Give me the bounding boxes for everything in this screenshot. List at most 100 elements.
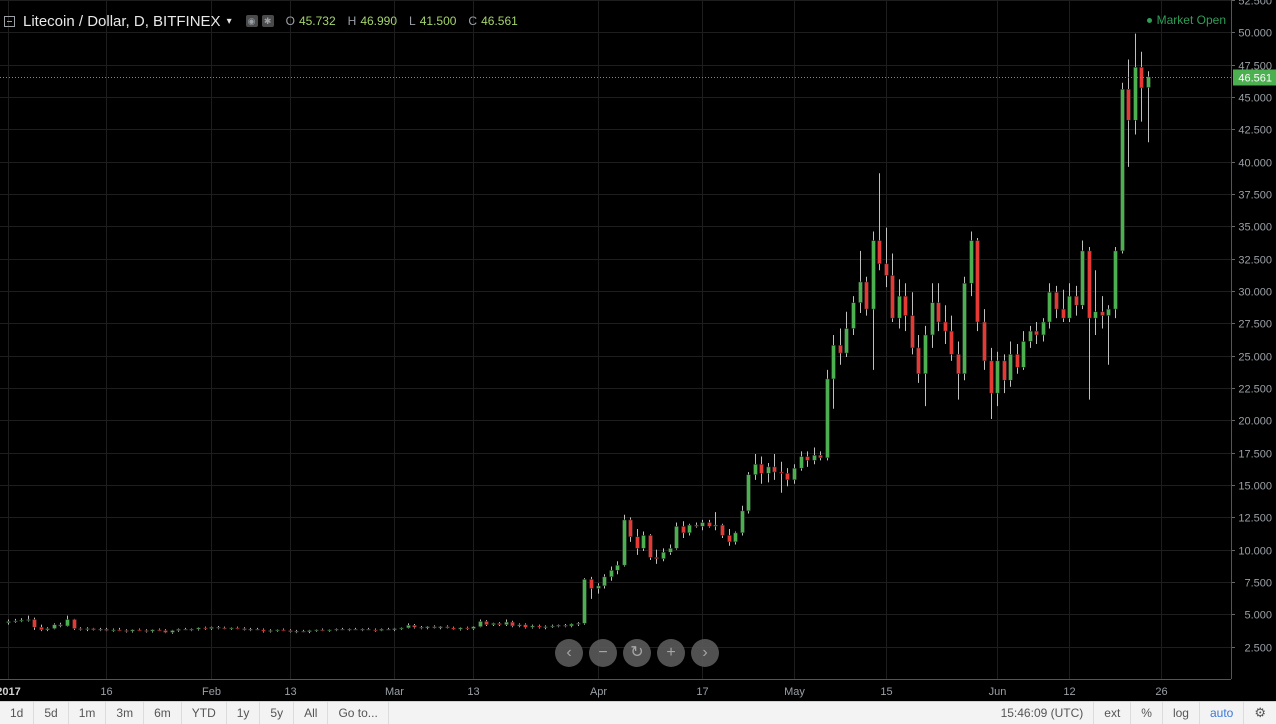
- low-value: 41.500: [419, 14, 457, 28]
- range-6m-button[interactable]: 6m: [144, 702, 182, 724]
- candle: [392, 627, 397, 632]
- candle-body: [1015, 354, 1020, 368]
- candle: [189, 628, 194, 632]
- percent-scale-toggle[interactable]: %: [1130, 702, 1162, 724]
- candle: [556, 624, 561, 628]
- range-all-button[interactable]: All: [294, 702, 329, 724]
- candle: [628, 517, 633, 542]
- candle-body: [969, 240, 974, 284]
- chart-navigation: ‹ − ↻ + ›: [555, 639, 719, 667]
- range-3m-button[interactable]: 3m: [106, 702, 145, 724]
- candle-body: [497, 623, 502, 625]
- candle: [858, 250, 863, 313]
- candle: [877, 173, 882, 271]
- goto-date-button[interactable]: Go to...: [328, 702, 389, 724]
- clock-readout[interactable]: 15:46:09 (UTC): [1000, 706, 1084, 720]
- candle-body: [766, 466, 771, 474]
- candle-body: [170, 630, 175, 633]
- reset-chart-button[interactable]: ↻: [623, 639, 651, 667]
- candle-body: [183, 628, 188, 631]
- candle: [373, 628, 378, 632]
- gear-icon[interactable]: ⚙: [1243, 702, 1276, 724]
- y-tick-label: 45.000: [1238, 93, 1272, 105]
- x-tick-label: Jun: [989, 686, 1007, 698]
- log-scale-toggle[interactable]: log: [1161, 702, 1199, 724]
- candle: [609, 566, 614, 581]
- candle-body: [897, 295, 902, 319]
- candle: [989, 347, 994, 420]
- candle: [864, 276, 869, 316]
- x-tick-label: Feb: [202, 686, 221, 698]
- candle-body: [681, 526, 686, 534]
- candle-body: [818, 455, 823, 459]
- range-1d-button[interactable]: 1d: [0, 702, 35, 724]
- candle: [1008, 341, 1013, 387]
- close-label: C: [468, 14, 478, 28]
- candle-body: [785, 473, 790, 481]
- candle: [451, 626, 456, 630]
- extended-hours-toggle[interactable]: ext: [1093, 702, 1130, 724]
- candle: [962, 276, 967, 381]
- market-status: Market Open: [1146, 13, 1226, 27]
- candle-body: [1126, 88, 1131, 121]
- candle: [360, 628, 365, 632]
- candle: [386, 627, 391, 631]
- auto-scale-toggle[interactable]: auto: [1198, 702, 1243, 724]
- candle-body: [740, 510, 745, 534]
- candle-body: [877, 240, 882, 265]
- candle: [1133, 33, 1138, 135]
- y-axis[interactable]: 2.500 5.000 7.500 10.000 12.500 15.000 17.500 2…: [1231, 0, 1272, 679]
- candle-body: [628, 519, 633, 537]
- symbol-dropdown-icon[interactable]: ▾: [226, 15, 232, 27]
- market-status-label: Market Open: [1156, 13, 1226, 27]
- y-tick-label: 22.500: [1238, 384, 1272, 396]
- candle: [65, 615, 70, 627]
- candle-body: [812, 455, 817, 461]
- collapse-legend-icon[interactable]: [4, 15, 15, 27]
- scroll-left-button[interactable]: ‹: [555, 639, 583, 667]
- candle: [844, 311, 849, 357]
- candle-body: [510, 621, 515, 627]
- candle: [890, 253, 895, 323]
- candle-body: [648, 535, 653, 558]
- range-5d-button[interactable]: 5d: [34, 702, 69, 724]
- x-axis[interactable]: 2017 16 Feb 13 Mar 13 Apr 17 May 15 Jun 12 26: [0, 679, 1231, 699]
- symbol-title[interactable]: Litecoin / Dollar, D, BITFINEX: [23, 12, 221, 30]
- candle-body: [1041, 321, 1046, 336]
- candle-body: [130, 629, 135, 632]
- candle: [216, 625, 221, 630]
- zoom-in-button[interactable]: +: [657, 639, 685, 667]
- candlestick-chart[interactable]: 46.561 2.500 5.000 7.500 10.000 12.500 15.000…: [0, 0, 1276, 701]
- x-tick-label: 12: [1063, 686, 1075, 698]
- candle-body: [772, 466, 777, 473]
- candle-body: [45, 628, 50, 631]
- candle: [812, 447, 817, 465]
- eye-icon[interactable]: ◉: [245, 15, 258, 27]
- candle-body: [596, 585, 601, 589]
- candle-body: [916, 347, 921, 375]
- candle: [261, 628, 266, 633]
- candle-body: [1061, 308, 1066, 319]
- range-ytd-button[interactable]: YTD: [182, 702, 227, 724]
- candle: [85, 627, 90, 632]
- y-tick-label: 50.000: [1238, 28, 1272, 40]
- range-5y-button[interactable]: 5y: [260, 702, 295, 724]
- range-1y-button[interactable]: 1y: [227, 702, 261, 724]
- candle-body: [150, 629, 155, 632]
- candle-body: [137, 629, 142, 632]
- candle-body: [242, 628, 247, 631]
- candle-body: [943, 321, 948, 332]
- candle: [1034, 322, 1039, 345]
- range-1m-button[interactable]: 1m: [69, 702, 107, 724]
- settings-icon[interactable]: ✱: [261, 15, 274, 27]
- candle: [478, 619, 483, 628]
- zoom-out-button[interactable]: −: [589, 639, 617, 667]
- candle: [91, 627, 96, 631]
- candle: [334, 628, 339, 632]
- scroll-right-button[interactable]: ›: [691, 639, 719, 667]
- candle: [294, 629, 299, 634]
- candle-body: [360, 628, 365, 631]
- y-tick-label: 17.500: [1238, 449, 1272, 461]
- candle-body: [425, 626, 430, 629]
- candle-body: [399, 627, 404, 630]
